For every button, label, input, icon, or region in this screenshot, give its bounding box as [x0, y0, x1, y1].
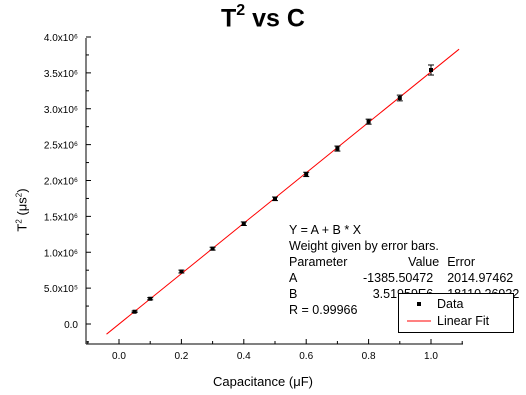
- legend-label-data: Data: [437, 297, 464, 311]
- header-error: Error: [447, 255, 475, 269]
- param-name: B: [289, 287, 298, 301]
- tick-labels-group: 0.0 5.0x10⁵ 1.0x10⁶ 1.5x10⁶ 2.0x10⁶ 2.5x10⁶ 3.…: [44, 33, 439, 362]
- axes: [85, 36, 463, 345]
- y-tick-label: 5.0x10⁵: [44, 284, 78, 295]
- x-tick-label: 0.2: [174, 351, 188, 362]
- x-axis-label: Capacitance (μF): [213, 374, 313, 389]
- data-point: [335, 146, 340, 151]
- data-point: [132, 309, 137, 314]
- x-tick-label: 1.0: [424, 351, 438, 362]
- data-point: [397, 95, 402, 100]
- y-tick-label: 3.0x10⁶: [44, 105, 78, 116]
- fit-table-row: A -1385.50472 2014.97462: [289, 270, 519, 286]
- data-point: [210, 246, 215, 251]
- data-point: [304, 172, 309, 177]
- header-parameter: Parameter: [289, 255, 348, 269]
- fit-weight-note: Weight given by error bars.: [289, 239, 439, 253]
- data-point: [366, 119, 371, 124]
- red-line-icon: [407, 320, 431, 322]
- fit-table-header: Parameter Value Error: [289, 254, 519, 270]
- y-tick-label: 2.5x10⁶: [44, 141, 78, 152]
- fit-results-box: Y = A + B * X Weight given by error bars…: [289, 222, 519, 318]
- y-tick-label: 1.5x10⁶: [44, 212, 78, 223]
- legend-label-fit: Linear Fit: [437, 314, 490, 328]
- y-tick-label: 3.5x10⁶: [44, 69, 78, 80]
- y-axis-label: T2 (μs2): [14, 188, 30, 232]
- y-tick-label: 4.0x10⁶: [44, 33, 78, 44]
- data-point: [241, 221, 246, 226]
- param-error: 2014.97462: [447, 271, 514, 285]
- legend-item-fit: Linear Fit: [399, 313, 513, 329]
- data-points-group: [131, 64, 434, 314]
- x-tick-label: 0.4: [237, 351, 251, 362]
- legend-item-data: Data: [399, 296, 513, 312]
- y-tick-label: 2.0x10⁶: [44, 177, 78, 188]
- data-point: [273, 196, 277, 201]
- param-name: A: [289, 271, 298, 285]
- header-value: Value: [408, 255, 440, 269]
- chart-title: T2 vs C: [221, 2, 305, 33]
- data-point: [179, 269, 184, 274]
- x-tick-label: 0.6: [299, 351, 313, 362]
- legend: Data Linear Fit: [398, 293, 514, 333]
- y-tick-label: 1.0x10⁶: [44, 248, 78, 259]
- param-value: -1385.50472: [363, 271, 434, 285]
- square-marker-icon: [417, 302, 421, 306]
- data-point: [429, 68, 433, 73]
- x-tick-label: 0.0: [112, 351, 126, 362]
- fit-r-value: R = 0.99966: [289, 303, 358, 317]
- y-tick-label: 0.0: [64, 320, 78, 331]
- data-point: [148, 296, 153, 301]
- fit-equation: Y = A + B * X: [289, 223, 362, 237]
- x-tick-label: 0.8: [362, 351, 376, 362]
